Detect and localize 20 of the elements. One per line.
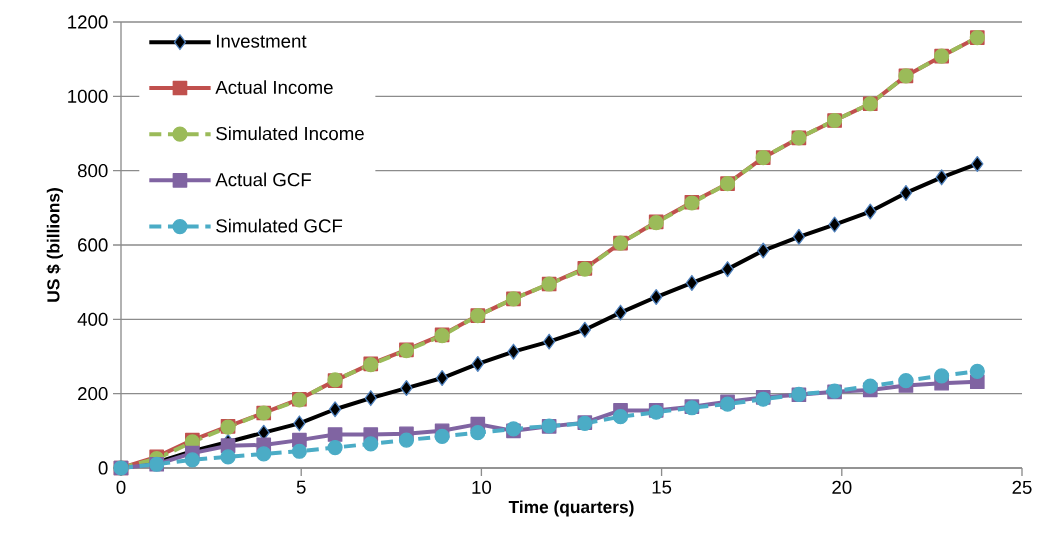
x-tick-label: 5 [296,480,306,494]
legend-label: Simulated Income [216,126,364,141]
x-tick-label: 10 [472,480,492,494]
legend-label: Actual Income [215,80,333,94]
y-tick-label: 1200 [68,15,108,29]
y-tick-label: 200 [78,387,108,401]
y-tick-label: 1000 [68,89,108,103]
x-tick-label: 15 [652,480,672,494]
y-tick-label: 800 [77,164,108,178]
legend-label: Investment [217,34,307,48]
x-tick-label: 20 [832,480,852,494]
legend-label: Simulated GCF [216,218,343,233]
x-axis-title: Time (quarters) [508,500,634,517]
x-tick-label: 0 [116,480,126,494]
y-axis-title: US $ (billions) [46,188,63,302]
y-tick-label: 0 [98,461,108,475]
x-tick-label: 25 [1012,480,1032,494]
legend-label: Actual GCF [215,172,311,187]
y-tick-label: 600 [78,238,108,252]
y-tick-label: 400 [77,312,108,326]
